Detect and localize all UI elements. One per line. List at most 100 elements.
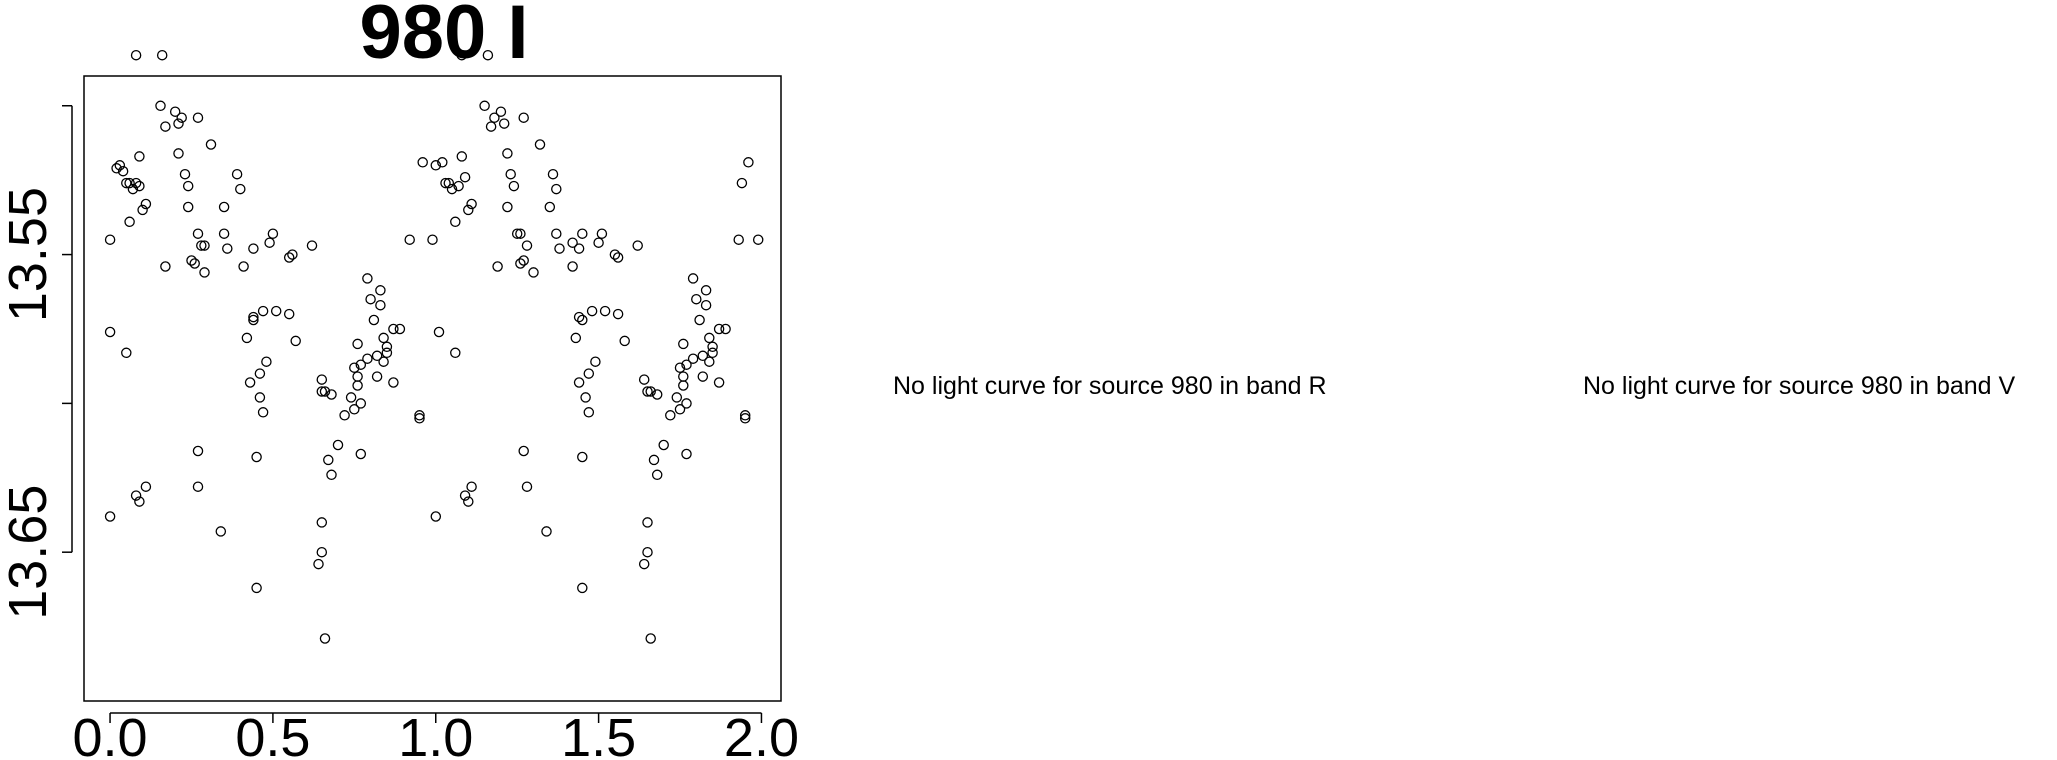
data-point — [577, 228, 588, 239]
data-point — [368, 314, 380, 326]
data-point — [739, 413, 751, 424]
data-point — [687, 273, 699, 284]
data-point — [251, 582, 262, 594]
data-point — [160, 261, 171, 272]
data-point — [365, 293, 376, 305]
data-point — [352, 380, 363, 391]
data-point — [352, 338, 363, 350]
data-point — [316, 546, 328, 558]
data-point — [678, 338, 689, 350]
data-point — [619, 335, 630, 347]
no-light-curve-band-r: No light curve for source 980 in band R — [893, 372, 1327, 400]
data-point — [687, 353, 699, 364]
data-point — [700, 285, 712, 296]
data-point — [371, 350, 383, 362]
data-point — [678, 380, 689, 391]
data-point — [349, 404, 360, 415]
data-point — [375, 299, 386, 311]
data-point — [528, 267, 539, 278]
data-point — [104, 234, 116, 245]
data-point — [638, 374, 650, 385]
data-point — [590, 356, 601, 367]
data-point — [283, 252, 295, 263]
data-point — [124, 177, 135, 189]
data-point — [427, 234, 438, 245]
data-point — [551, 183, 562, 195]
data-point — [651, 389, 663, 400]
data-point — [541, 526, 552, 537]
light-curve-chart: 980 I 13.55 13.65 0.0 0.5 1.0 1.5 2.0 — [0, 0, 799, 760]
data-point — [612, 308, 624, 320]
data-point — [355, 359, 367, 370]
data-point — [231, 168, 243, 180]
data-point — [378, 356, 389, 367]
data-point — [414, 413, 425, 424]
data-point — [111, 163, 122, 174]
data-point — [642, 546, 653, 558]
data-point — [316, 374, 328, 385]
data-point — [596, 228, 608, 239]
data-point — [417, 157, 428, 168]
data-point — [189, 258, 200, 269]
data-point — [463, 496, 474, 507]
data-point — [326, 469, 337, 481]
data-point — [261, 356, 272, 367]
x-tick-label: 0.5 — [235, 708, 310, 760]
data-point — [404, 234, 415, 245]
data-point — [450, 216, 461, 228]
data-point — [155, 100, 166, 112]
data-point — [196, 240, 207, 251]
data-point — [612, 252, 624, 263]
data-point — [192, 228, 204, 239]
data-point — [733, 234, 744, 245]
chart-title: 980 I — [359, 0, 528, 75]
y-tick-label: 13.55 — [0, 187, 58, 322]
data-point — [215, 526, 227, 537]
data-point — [192, 481, 204, 492]
data-point — [573, 377, 585, 388]
data-point — [316, 386, 328, 397]
data-point — [450, 347, 461, 359]
data-point — [388, 323, 399, 335]
data-point — [248, 243, 259, 254]
data-point — [577, 451, 588, 463]
data-point — [440, 177, 451, 189]
data-point — [414, 410, 425, 421]
data-point — [492, 261, 503, 272]
data-point — [192, 445, 204, 457]
data-point — [319, 386, 331, 397]
data-point — [580, 392, 591, 403]
data-point — [489, 112, 500, 123]
data-point — [453, 180, 464, 192]
data-point — [648, 454, 660, 466]
data-point — [485, 121, 497, 132]
data-point — [674, 362, 686, 373]
data-point — [199, 267, 210, 278]
data-point — [176, 112, 187, 123]
data-point — [104, 511, 116, 522]
x-axis: 0.0 0.5 1.0 1.5 2.0 — [73, 708, 799, 760]
data-point — [316, 517, 328, 528]
x-tick-label: 1.0 — [398, 708, 473, 760]
data-point — [583, 407, 595, 418]
data-point — [459, 490, 471, 501]
data-point — [127, 183, 139, 195]
data-point — [205, 139, 217, 150]
data-point — [349, 362, 360, 373]
data-point — [502, 148, 513, 159]
plot-frame — [83, 75, 782, 702]
data-point — [235, 183, 246, 195]
data-point — [573, 243, 585, 254]
x-tick-label: 0.0 — [73, 708, 148, 760]
data-point — [466, 481, 477, 492]
data-point — [290, 335, 301, 347]
data-point — [375, 285, 386, 296]
data-point — [332, 439, 344, 451]
data-point — [134, 151, 145, 162]
data-point — [323, 454, 334, 466]
data-point — [658, 439, 669, 451]
data-point — [371, 371, 383, 382]
data-point — [482, 49, 494, 61]
data-point — [599, 305, 611, 317]
data-point — [551, 228, 562, 239]
